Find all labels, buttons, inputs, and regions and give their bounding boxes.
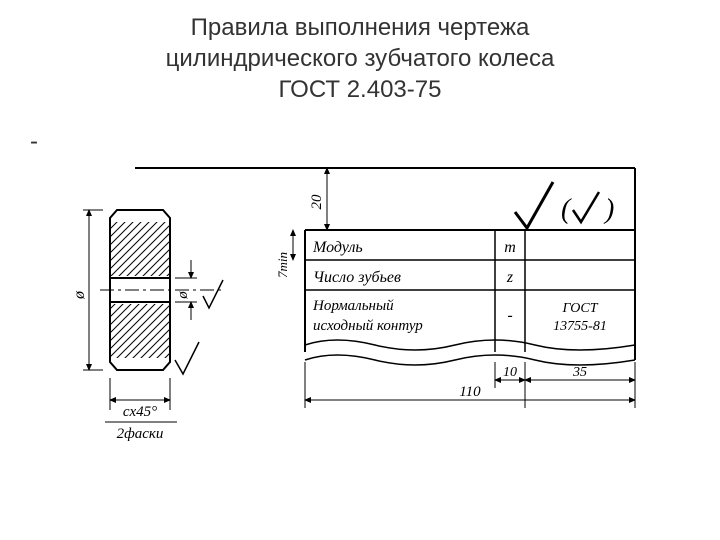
row2-sym: z (506, 269, 514, 286)
row3-sym: - (507, 307, 512, 324)
technical-drawing: cx45° 2фаски ø ø 20 7min ( ) (75, 160, 655, 490)
svg-text:(: ( (561, 194, 572, 225)
row3-val-a: ГОСТ (561, 301, 598, 316)
chamfer-label: cx45° (123, 404, 157, 420)
dia-mid: ø (175, 291, 191, 300)
params-table: Модуль m Число зубьев z Нормальный исход… (305, 230, 635, 365)
svg-text:): ) (603, 194, 614, 225)
bullet-dash: - (30, 128, 38, 156)
title-line-3: ГОСТ 2.403-75 (0, 74, 720, 105)
page-title: Правила выполнения чертежа цилиндрическо… (0, 0, 720, 106)
dim110: 110 (459, 384, 481, 400)
title-line-2: цилиндрического зубчатого колеса (0, 43, 720, 74)
row3-name-b: исходный контур (313, 318, 423, 334)
table-dims: 10 35 110 (305, 362, 635, 408)
row1-sym: m (504, 239, 516, 256)
title-line-1: Правила выполнения чертежа (0, 12, 720, 43)
dim-20: 20 (309, 168, 327, 230)
dim20-label: 20 (309, 194, 325, 210)
row3-name-a: Нормальный (312, 298, 394, 314)
gear-section: cx45° 2фаски ø ø (75, 210, 225, 442)
dim10: 10 (503, 365, 517, 380)
chamfer-sublabel: 2фаски (117, 426, 164, 442)
row3-val-b: 13755-81 (553, 319, 607, 334)
row2-name: Число зубьев (313, 269, 401, 286)
dia-left: ø (75, 290, 88, 300)
surface-symbol-main: ( ) (515, 182, 614, 228)
dim7min-label: 7min (275, 252, 290, 278)
dim-7min: 7min (275, 230, 293, 278)
row1-name: Модуль (312, 239, 363, 256)
dim35: 35 (572, 365, 587, 380)
